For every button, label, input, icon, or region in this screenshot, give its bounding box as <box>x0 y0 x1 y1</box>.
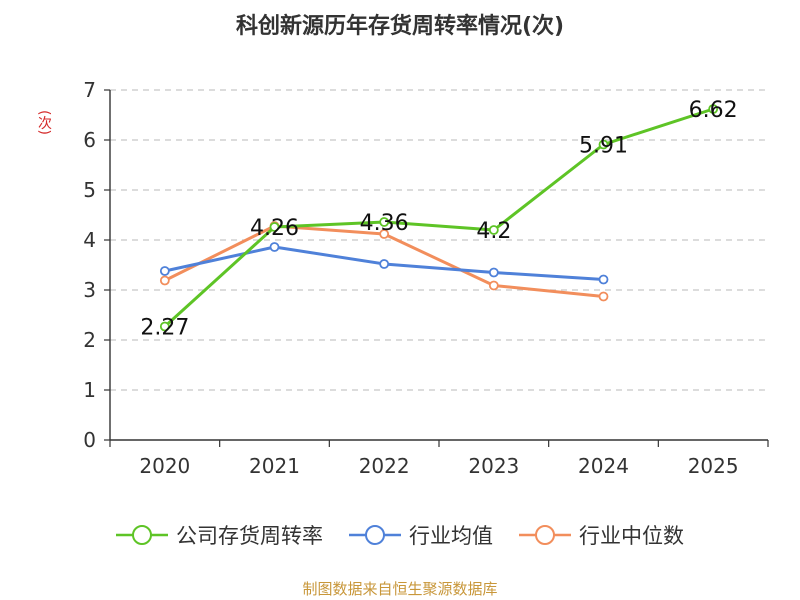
y-tick-label: 2 <box>83 328 96 352</box>
x-tick-label: 2023 <box>468 454 519 478</box>
data-label: 4.2 <box>476 219 511 244</box>
legend-swatch-company <box>116 525 168 545</box>
x-tick-label: 2020 <box>139 454 190 478</box>
data-label: 2.27 <box>140 316 189 341</box>
legend-item-company[interactable]: 公司存货周转率 <box>116 520 323 550</box>
data-point <box>269 222 280 232</box>
legend-label-industry-mean: 行业均值 <box>409 524 493 548</box>
data-point <box>379 229 390 239</box>
source-footer: 制图数据来自恒生聚源数据库 <box>302 580 498 598</box>
data-label: 4.36 <box>360 211 409 236</box>
legend-label-industry-median: 行业中位数 <box>579 524 684 548</box>
legend-swatch-industry-mean <box>349 525 401 545</box>
y-tick-label: 3 <box>83 278 96 302</box>
data-point <box>708 104 719 114</box>
grid-lines <box>110 89 768 391</box>
data-point <box>488 280 499 291</box>
data-point <box>598 291 609 302</box>
axes: 0 1 2 3 4 5 6 7 2020 2021 2022 2023 2024 2025 <box>83 78 769 478</box>
legend-item-industry-mean[interactable]: 行业均值 <box>349 520 493 550</box>
x-tick-label: 2021 <box>249 454 300 478</box>
data-point <box>159 275 170 286</box>
data-label: 5.91 <box>579 134 628 159</box>
data-point <box>488 225 499 235</box>
legend-item-industry-median[interactable]: 行业中位数 <box>519 520 684 550</box>
data-point <box>379 217 390 227</box>
y-tick-label: 1 <box>83 378 96 402</box>
data-point <box>488 267 499 278</box>
data-point <box>379 259 390 269</box>
y-tick-label: 6 <box>83 128 96 152</box>
x-tick-label: 2025 <box>688 454 739 478</box>
y-tick-label: 0 <box>83 428 96 452</box>
series-lines <box>159 104 719 332</box>
data-labels: 2.27 4.26 4.36 4.2 5.91 6.62 <box>140 98 737 341</box>
data-point <box>159 266 170 276</box>
data-point <box>598 139 609 150</box>
legend-label-company: 公司存货周转率 <box>176 524 323 548</box>
data-point <box>159 321 170 332</box>
x-tick-label: 2024 <box>578 454 629 478</box>
y-tick-label: 5 <box>83 178 96 202</box>
y-tick-label: 4 <box>83 228 96 252</box>
data-label: 4.26 <box>250 216 299 241</box>
chart-title: 科创新源历年存货周转率情况(次) <box>235 14 565 39</box>
series-line <box>163 107 714 328</box>
data-point <box>598 274 609 285</box>
legend-swatch-industry-median <box>519 525 571 545</box>
x-tick-label: 2022 <box>359 454 410 478</box>
data-label: 6.62 <box>689 98 738 123</box>
data-point <box>269 242 280 252</box>
y-axis-label: (次) <box>36 110 52 135</box>
legend: 公司存货周转率 行业均值 行业中位数 <box>0 520 800 550</box>
y-tick-label: 7 <box>83 78 96 102</box>
